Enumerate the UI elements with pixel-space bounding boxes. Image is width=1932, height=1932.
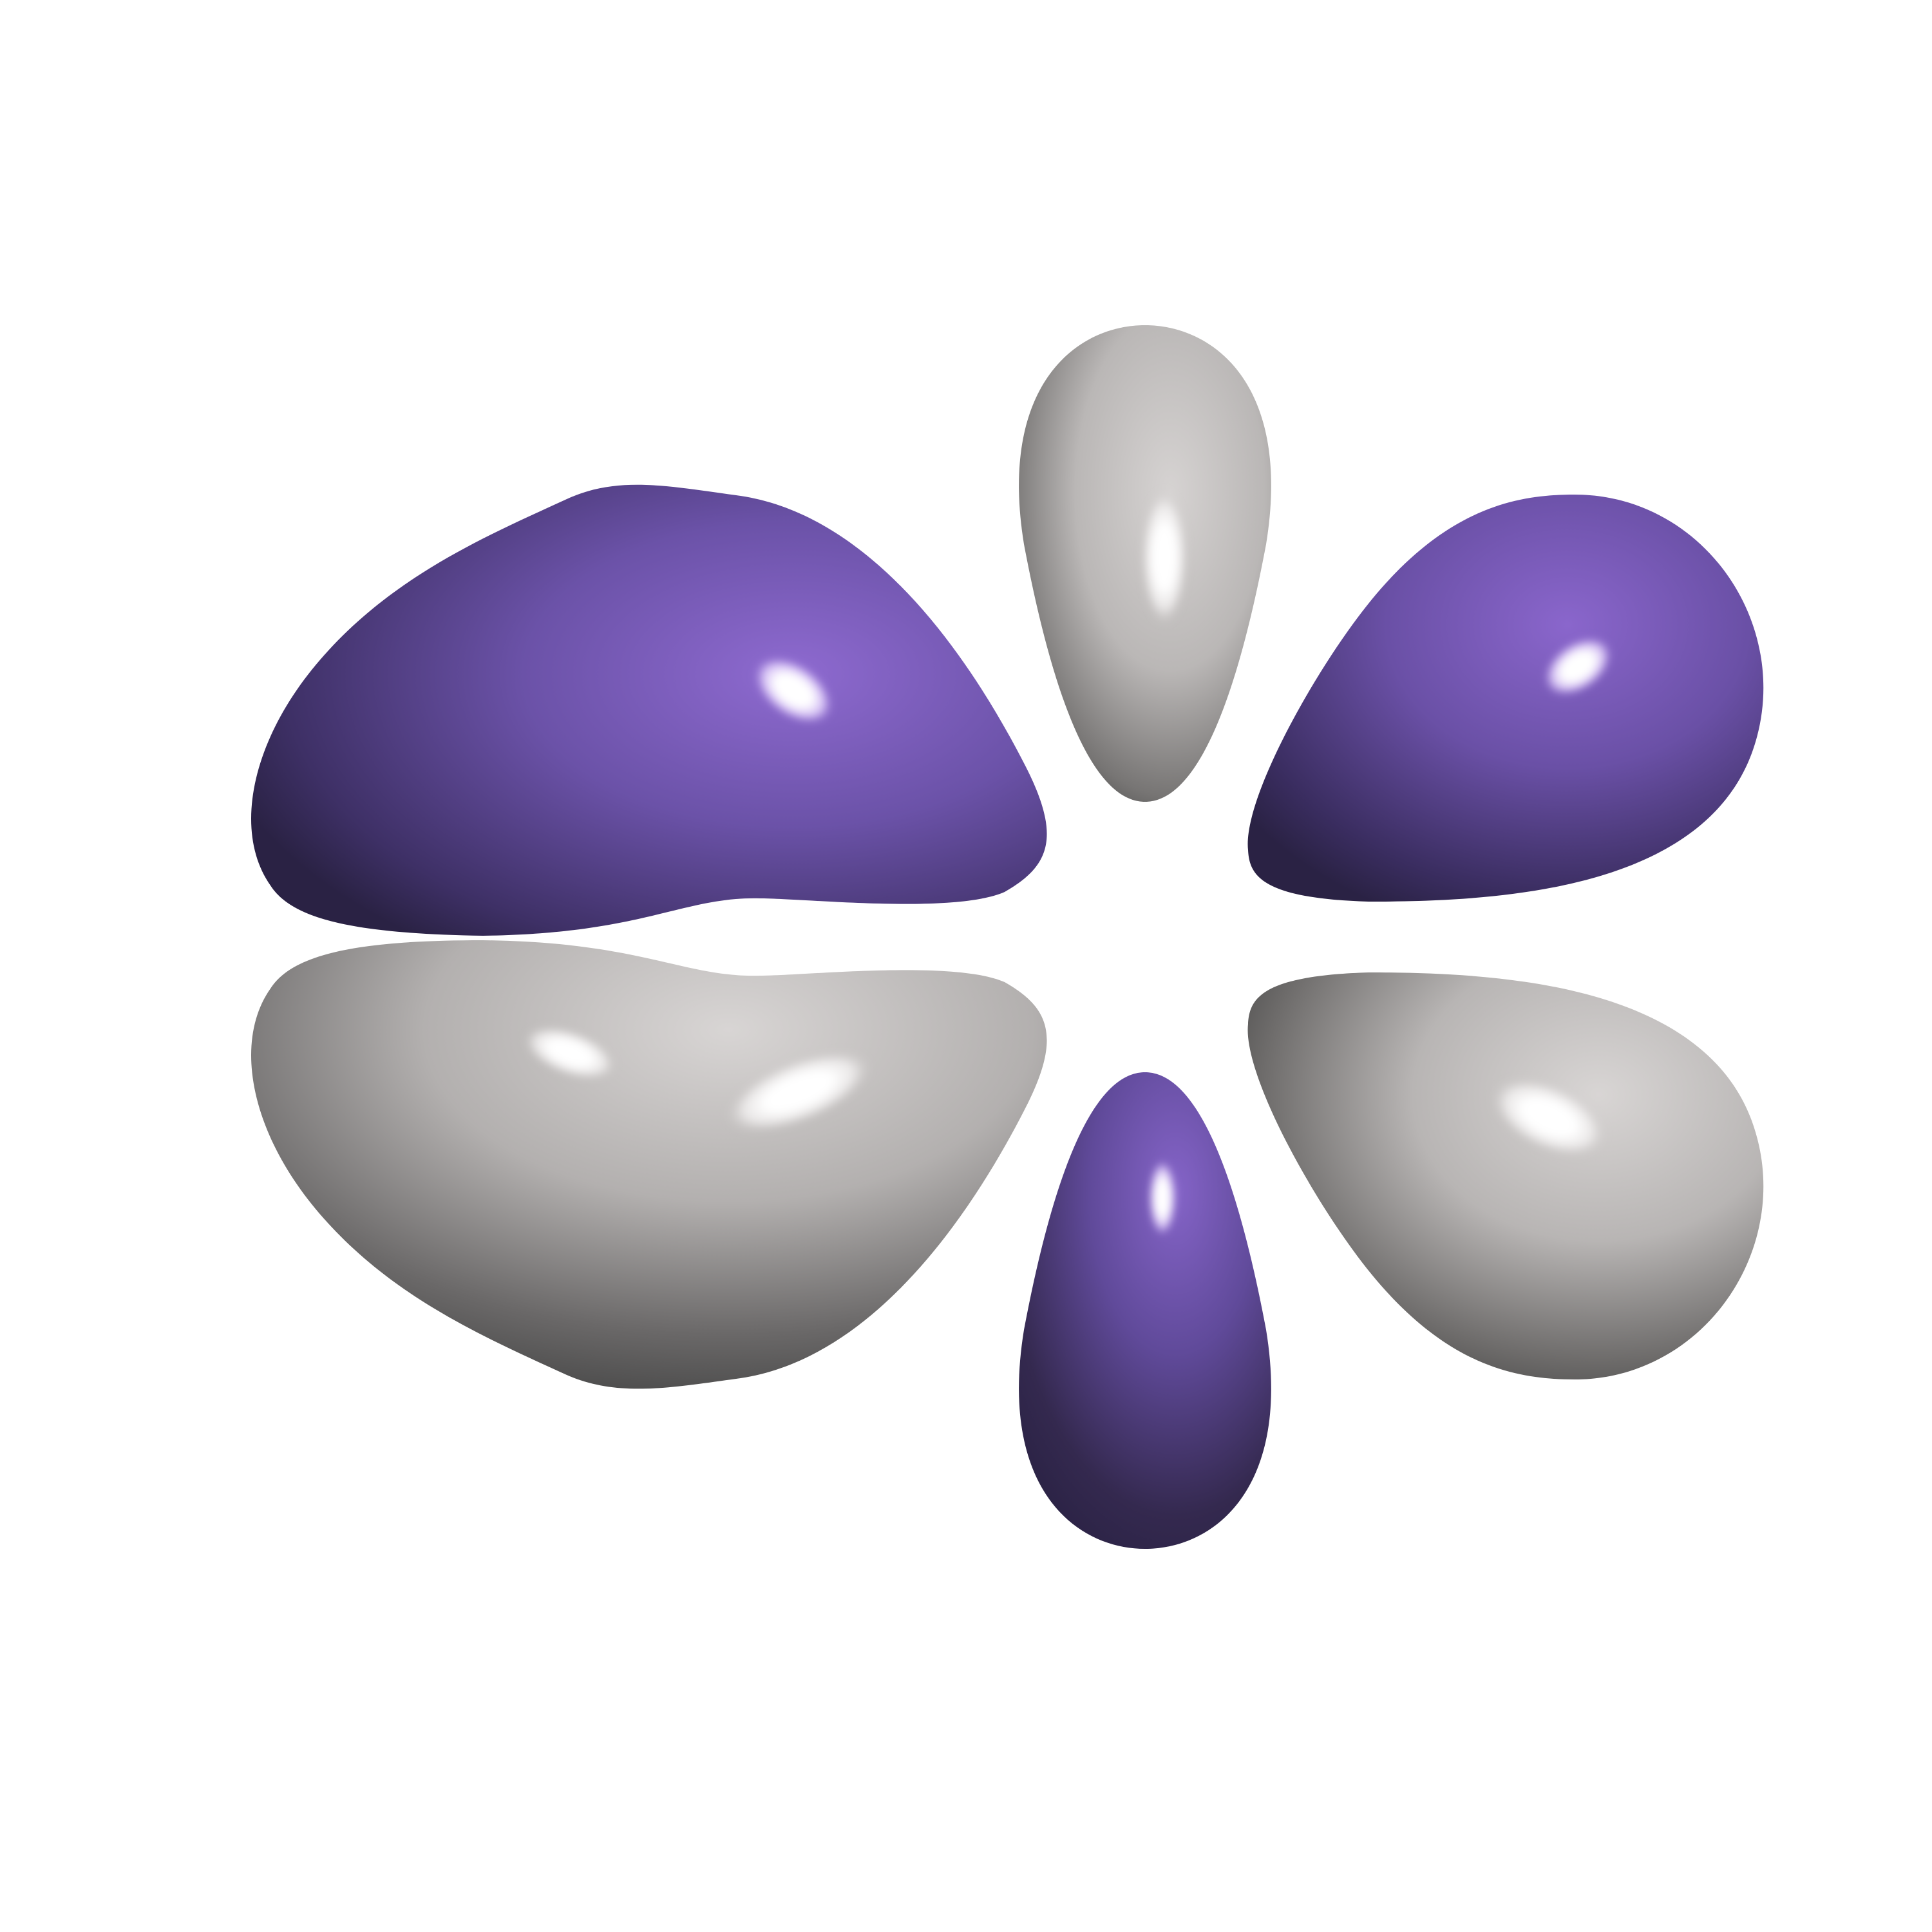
lobe-upper-left xyxy=(251,484,1047,936)
lobe-lower-left xyxy=(251,940,1047,1389)
lobe-lower-right xyxy=(1247,972,1764,1379)
lobe-lower-center xyxy=(1019,1072,1271,1549)
lobe-upper-center xyxy=(1019,325,1271,802)
lobe-upper-right xyxy=(1247,495,1764,902)
